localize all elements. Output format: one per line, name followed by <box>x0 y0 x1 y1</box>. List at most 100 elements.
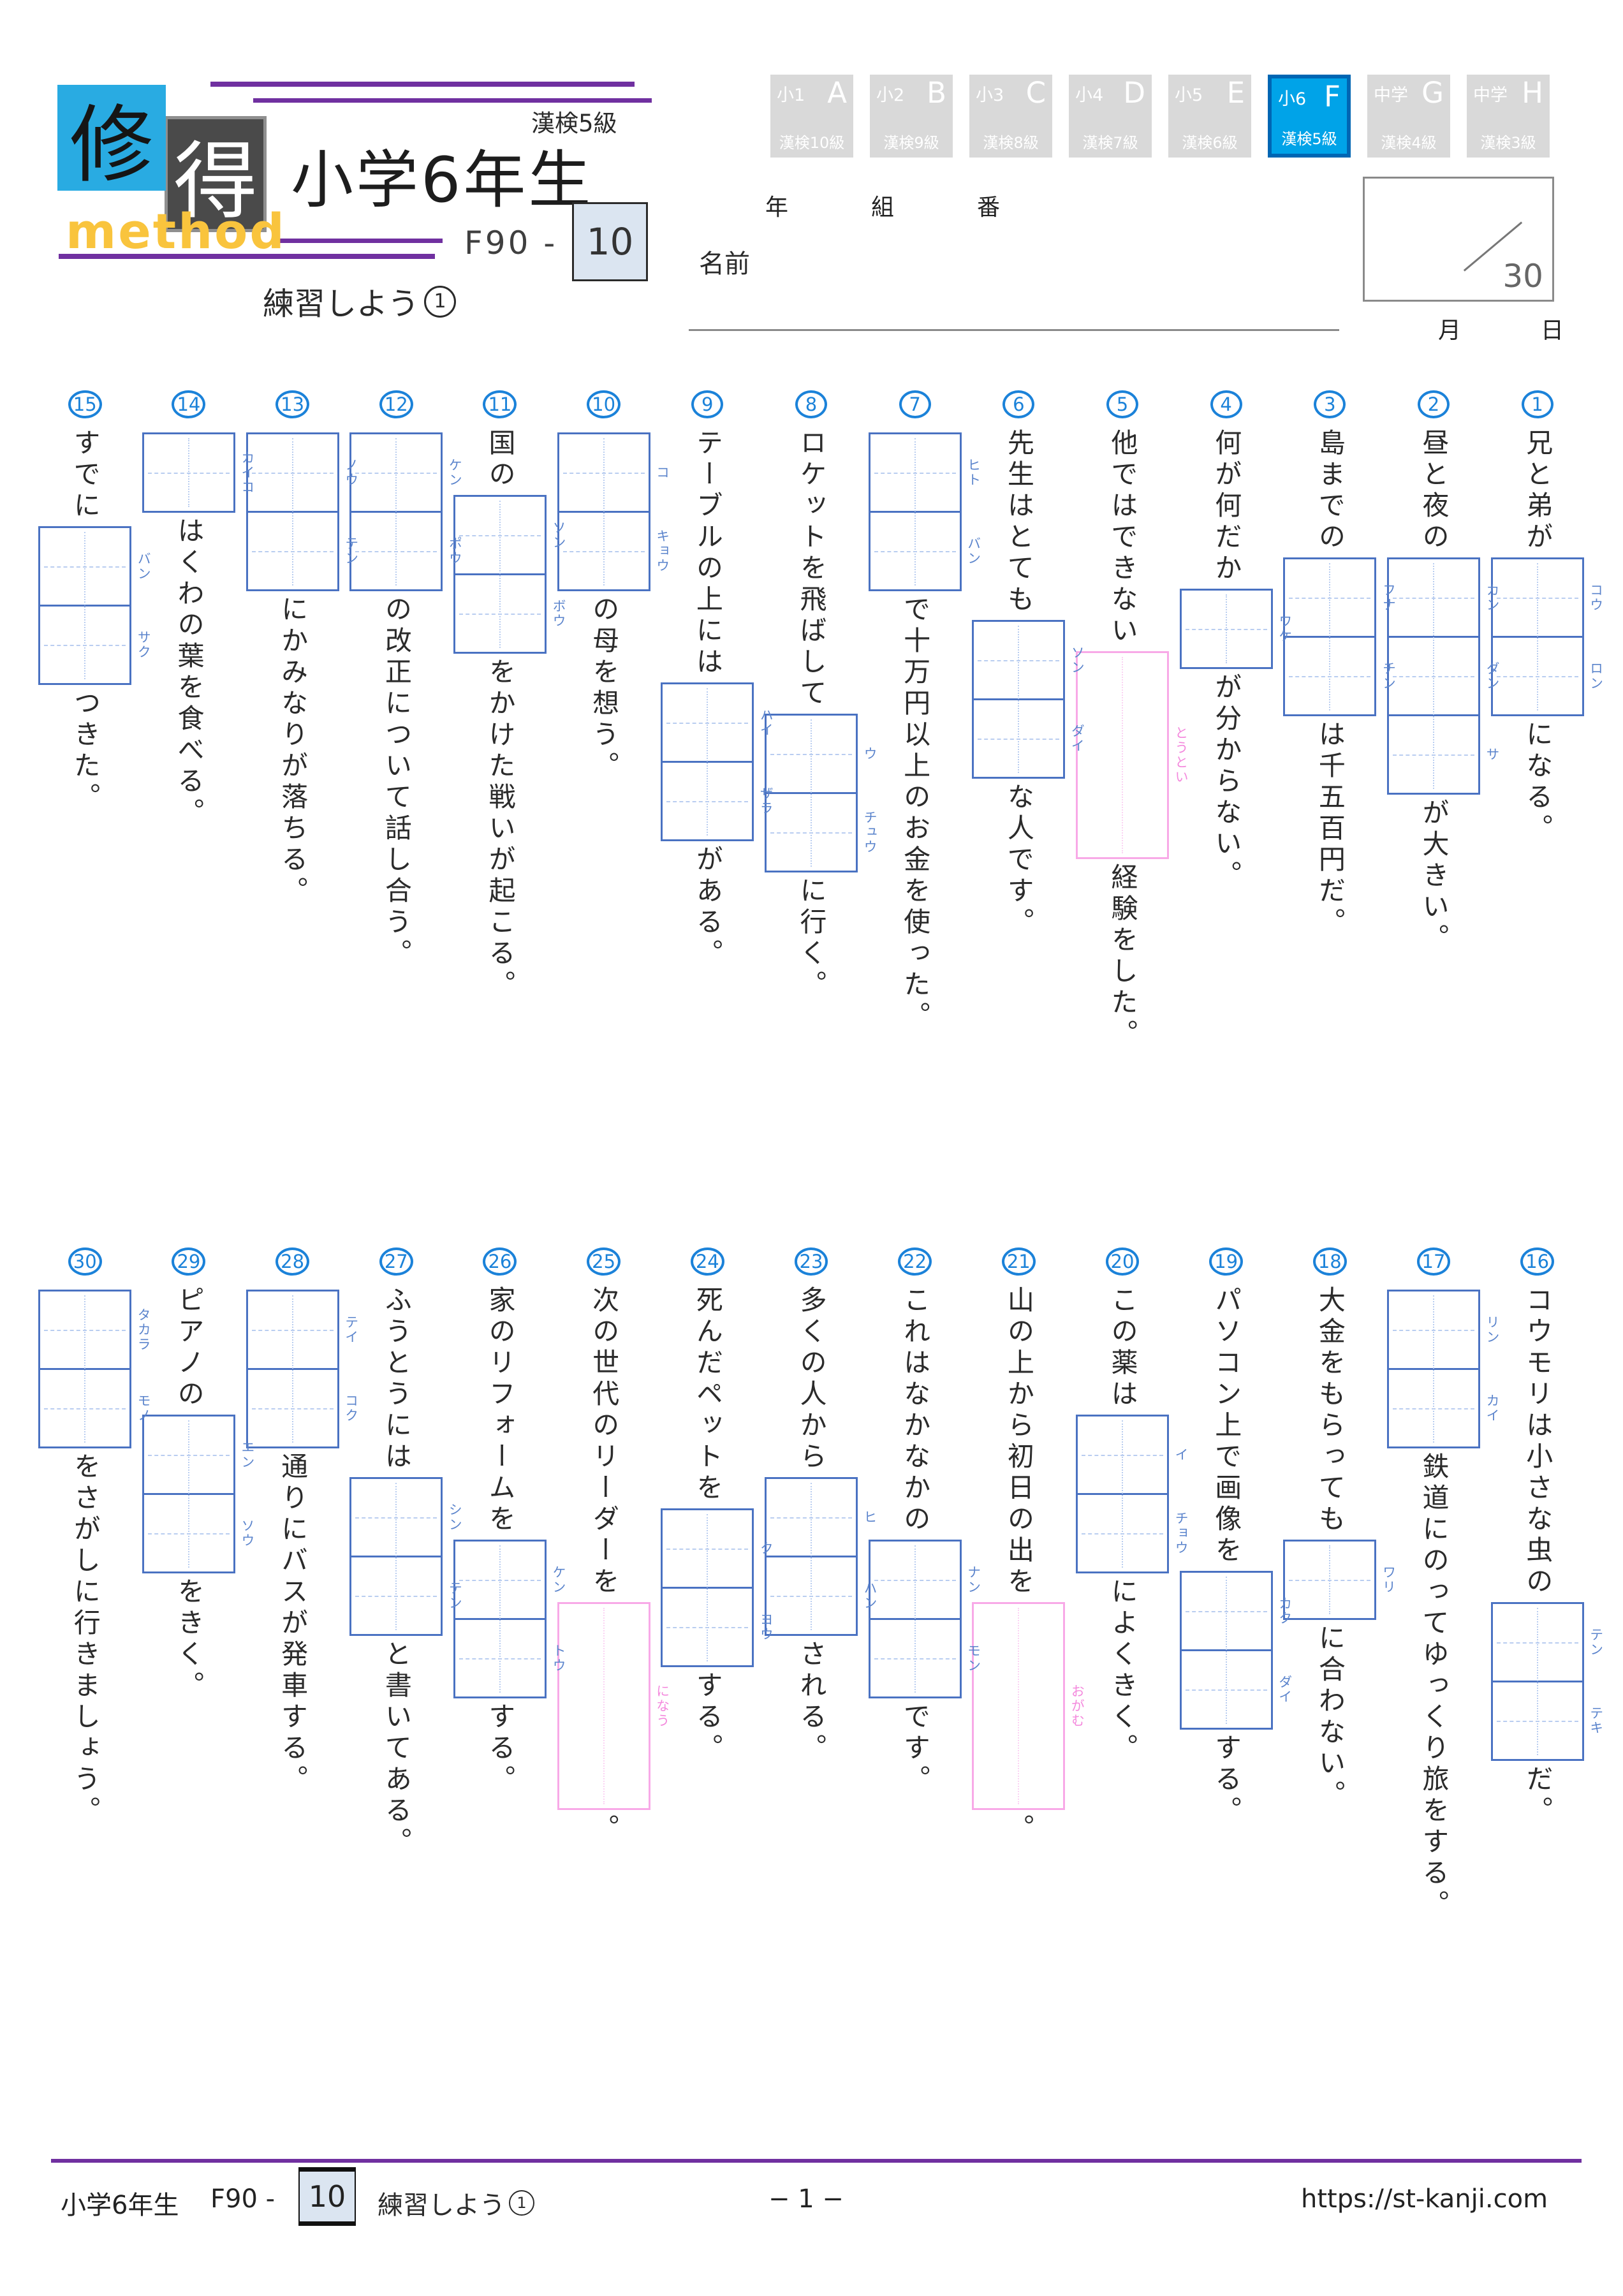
kanji-write-cell[interactable]: バン <box>40 528 151 605</box>
answer-box-kanji[interactable]: テイ コク <box>246 1290 359 1448</box>
answer-box-kanji[interactable]: ソン ダイ <box>972 620 1085 779</box>
kanji-write-cell[interactable]: ヒ <box>767 1479 878 1556</box>
tab-中学-H[interactable]: 中学 H 漢検3級 <box>1467 75 1550 158</box>
score-box[interactable]: 30 <box>1363 177 1554 302</box>
answer-box-kanji[interactable]: ケン ポウ <box>349 432 462 591</box>
kanji-write-cell[interactable]: テン <box>351 1556 462 1634</box>
kanji-write-cell[interactable]: ダイ <box>974 698 1085 777</box>
site-url[interactable]: https://st-kanji.com <box>1301 2184 1548 2214</box>
tab-kanken-level-label: 漢検4級 <box>1381 134 1437 152</box>
tab-小3-C[interactable]: 小3 C 漢検8級 <box>969 75 1052 158</box>
answer-box-kanji[interactable]: カク ダイ <box>1179 1571 1293 1730</box>
tab-中学-G[interactable]: 中学 G 漢検4級 <box>1367 75 1450 158</box>
answer-box-kanji[interactable]: フナ チン <box>1283 557 1396 716</box>
sentence-post: 通りにバスが発車する。 <box>277 1452 309 1796</box>
name-input-line[interactable] <box>689 329 1339 331</box>
kanji-write-cell[interactable]: テキ <box>1492 1681 1604 1759</box>
kanji-write-cell[interactable]: ヒト <box>870 434 981 511</box>
answer-box-kanji[interactable]: エン ソウ <box>142 1415 255 1573</box>
kanji-write-cell[interactable]: シン <box>351 1479 462 1556</box>
kanji-write-cell[interactable]: ダン <box>1388 636 1500 714</box>
kanji-write-cell[interactable]: ソウ <box>143 1493 255 1571</box>
answer-box-kanji[interactable]: ケン トウ <box>453 1540 566 1698</box>
kanji-write-cell[interactable]: ボウ <box>455 573 566 652</box>
kanji-write-cell[interactable]: カイコ <box>144 434 255 511</box>
answer-box-okurigana[interactable]: とうとい <box>1075 651 1189 859</box>
answer-box-kanji[interactable]: カンダンサ <box>1386 557 1500 795</box>
exercise-column: 21 山の上から初日の出を おがむ。 <box>967 1247 1085 1921</box>
kanji-write-cell[interactable]: ハイ <box>663 684 774 761</box>
kanji-write-cell[interactable]: ケン <box>455 1542 566 1618</box>
answer-box-kanji[interactable]: カイコ <box>142 432 255 513</box>
sentence-post: にかみなりが落ちる。 <box>277 595 309 908</box>
kanji-write-cell[interactable]: テイ <box>248 1292 359 1368</box>
answer-box-kanji[interactable]: シン テン <box>349 1477 462 1636</box>
answer-box-kanji[interactable]: イチョウ <box>1075 1415 1189 1573</box>
kanji-write-cell[interactable]: チュウ <box>766 792 878 871</box>
answer-box-kanji[interactable]: ワリ <box>1283 1540 1396 1620</box>
kanji-write-cell[interactable]: モン <box>870 1618 981 1696</box>
kanji-write-cell[interactable]: ワリ <box>1285 1542 1396 1618</box>
kanji-write-cell[interactable]: カン <box>1389 559 1500 636</box>
answer-box-kanji[interactable]: リン カイ <box>1386 1290 1500 1448</box>
answer-box-kanji[interactable]: ノウ テン <box>246 432 359 591</box>
kanji-write-cell[interactable]: ワケ <box>1182 591 1293 667</box>
kanji-write-cell[interactable]: ハン <box>766 1556 878 1634</box>
tab-小4-D[interactable]: 小4 D 漢検7級 <box>1069 75 1152 158</box>
kanji-write-cell[interactable]: テン <box>247 511 359 589</box>
kanji-write-cell[interactable]: ポウ <box>351 511 462 589</box>
answer-box-kanji[interactable]: ウチュウ <box>764 714 878 872</box>
kanji-write-cell[interactable]: カク <box>1182 1573 1293 1649</box>
answer-box-kanji[interactable]: ソン ボウ <box>453 495 566 654</box>
answer-box-kanji[interactable]: コウ ロン <box>1490 557 1604 716</box>
kanji-write-cell[interactable]: ヨウ <box>663 1587 774 1665</box>
kanji-write-cell[interactable]: モノ <box>40 1368 151 1446</box>
answer-box-okurigana[interactable]: おがむ <box>972 1602 1085 1810</box>
answer-box-kanji[interactable]: ナン モン <box>868 1540 981 1698</box>
kanji-write-cell[interactable]: サク <box>40 605 151 683</box>
answer-box-kanji[interactable]: ワケ <box>1179 589 1293 669</box>
answer-box-kanji[interactable]: ヒハン <box>764 1477 878 1636</box>
answer-box-kanji[interactable]: クヨウ <box>661 1508 774 1667</box>
answer-box-kanji[interactable]: テン テキ <box>1490 1602 1604 1761</box>
kanji-write-cell[interactable]: コク <box>247 1368 359 1446</box>
tab-kanken-level-label: 漢検3級 <box>1480 134 1536 152</box>
kanji-write-cell[interactable]: ケン <box>351 434 462 511</box>
kanji-write-cell[interactable]: リン <box>1389 1292 1500 1368</box>
answer-box-kanji[interactable]: ヒト バン <box>868 432 981 591</box>
answer-box-kanji[interactable]: バン サク <box>38 526 151 685</box>
answer-box-kanji[interactable]: タカラ モノ <box>38 1290 151 1448</box>
kanji-write-cell[interactable]: ダイ <box>1181 1649 1293 1728</box>
answer-box-kanji[interactable]: コキョウ <box>557 432 670 591</box>
answer-box-okurigana[interactable]: になう <box>557 1602 670 1810</box>
kanji-write-cell[interactable]: コ <box>559 434 670 511</box>
kanji-write-cell[interactable]: イ <box>1078 1417 1189 1493</box>
kanji-write-cell[interactable]: ザラ <box>663 761 774 839</box>
exercise-number: 24 <box>690 1247 724 1276</box>
kanji-write-cell[interactable]: サ <box>1388 714 1500 793</box>
kanji-write-cell[interactable]: ナン <box>870 1542 981 1618</box>
kanji-write-cell[interactable]: ロン <box>1492 636 1604 714</box>
kanji-write-cell[interactable]: トウ <box>455 1618 566 1696</box>
tab-小1-A[interactable]: 小1 A 漢検10級 <box>770 75 853 158</box>
kanji-write-cell[interactable]: エン <box>144 1417 255 1493</box>
kanji-write-cell[interactable]: チョウ <box>1077 1493 1189 1571</box>
kanji-write-cell[interactable]: カイ <box>1388 1368 1500 1446</box>
kanji-write-cell[interactable]: ノウ <box>248 434 359 511</box>
furigana-hint: カン <box>1484 583 1500 612</box>
kanji-write-cell[interactable]: チン <box>1285 636 1396 714</box>
answer-box-kanji[interactable]: ハイ ザラ <box>661 682 774 841</box>
kanji-write-cell[interactable]: ク <box>663 1510 774 1587</box>
kanji-write-cell[interactable]: ソン <box>455 497 566 573</box>
kanji-write-cell[interactable]: コウ <box>1493 559 1604 636</box>
kanji-write-cell[interactable]: ソン <box>974 622 1085 698</box>
tab-小2-B[interactable]: 小2 B 漢検9級 <box>870 75 953 158</box>
kanji-write-cell[interactable]: テン <box>1493 1604 1604 1681</box>
kanji-write-cell[interactable]: バン <box>870 511 981 589</box>
kanji-write-cell[interactable]: キョウ <box>559 511 670 589</box>
kanji-write-cell[interactable]: ウ <box>767 716 878 792</box>
kanji-write-cell[interactable]: タカラ <box>40 1292 151 1368</box>
kanji-write-cell[interactable]: フナ <box>1285 559 1396 636</box>
tab-小5-E[interactable]: 小5 E 漢検6級 <box>1168 75 1251 158</box>
tab-小6-F[interactable]: 小6 F 漢検5級 <box>1268 75 1351 158</box>
